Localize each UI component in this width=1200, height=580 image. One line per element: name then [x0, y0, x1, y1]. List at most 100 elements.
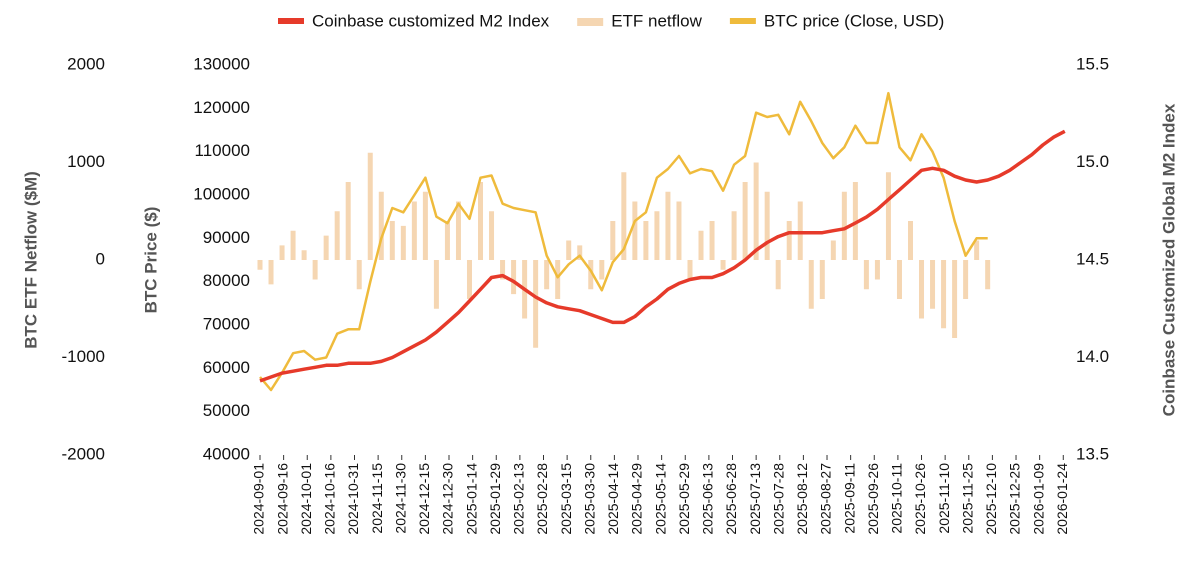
x-tick-label: 2025-11-25: [959, 463, 975, 534]
x-tick-label: 2025-01-14: [463, 463, 479, 535]
bar: [786, 221, 792, 260]
bar: [588, 260, 594, 290]
y-tick-label: -1000: [62, 347, 105, 366]
bar: [632, 201, 638, 260]
bar: [444, 221, 450, 260]
bar: [941, 260, 947, 329]
bar: [698, 230, 704, 260]
y3-tick-label: 14.0: [1076, 347, 1109, 366]
bar: [852, 182, 858, 260]
x-tick-label: 2025-12-25: [1007, 463, 1023, 535]
legend-label: Coinbase customized M2 Index: [312, 11, 550, 30]
bar: [819, 260, 825, 299]
bar: [808, 260, 814, 309]
bar: [863, 260, 869, 290]
bar: [676, 201, 682, 260]
bar: [687, 260, 693, 280]
x-tick-label: 2025-05-29: [676, 463, 692, 535]
y2-tick-label: 70000: [203, 314, 250, 333]
bar: [279, 245, 285, 260]
x-tick-label: 2025-10-26: [912, 463, 928, 535]
bar: [720, 260, 726, 270]
y2-tick-label: 120000: [193, 98, 250, 117]
x-tick-label: 2025-03-30: [581, 463, 597, 535]
y3-tick-label: 14.5: [1076, 249, 1109, 268]
bar: [797, 201, 803, 260]
bar: [378, 191, 384, 260]
x-tick-label: 2025-01-29: [487, 463, 503, 535]
bar: [334, 211, 340, 260]
y-tick-label: 1000: [67, 152, 105, 171]
x-tick-label: 2024-11-30: [392, 463, 408, 534]
legend-swatch: [577, 18, 604, 26]
x-tick-label: 2025-12-10: [983, 463, 999, 535]
bar: [422, 191, 428, 260]
y-axis-title: BTC ETF Netflow ($M): [21, 171, 40, 349]
y2-tick-label: 100000: [193, 184, 250, 203]
y3-tick-label: 13.5: [1076, 444, 1109, 463]
bar: [709, 221, 715, 260]
x-tick-label: 2024-10-31: [345, 463, 361, 535]
bar: [301, 250, 307, 260]
x-tick-label: 2025-09-26: [865, 463, 881, 535]
bar: [323, 235, 329, 260]
bar: [367, 152, 373, 260]
x-tick-label: 2025-07-13: [747, 463, 763, 535]
bar: [907, 221, 913, 260]
y-tick-label: 2000: [67, 54, 105, 73]
y2-tick-label: 40000: [203, 444, 250, 463]
y-tick-label: -2000: [62, 444, 105, 463]
bar: [345, 182, 351, 260]
bar: [268, 260, 274, 285]
bar: [753, 162, 759, 260]
bar: [775, 260, 781, 290]
y2-tick-label: 90000: [203, 228, 250, 247]
bar: [885, 172, 891, 260]
x-tick-label: 2025-10-11: [889, 463, 905, 534]
bar: [257, 260, 263, 270]
bar: [533, 260, 539, 348]
bar: [952, 260, 958, 338]
x-tick-label: 2024-09-16: [274, 463, 290, 535]
bar: [312, 260, 318, 280]
bar: [433, 260, 439, 309]
bar: [919, 260, 925, 319]
x-tick-label: 2026-01-24: [1054, 463, 1070, 535]
x-tick-label: 2025-07-28: [770, 463, 786, 535]
x-tick-label: 2024-12-15: [416, 463, 432, 535]
x-tick-label: 2024-10-01: [298, 463, 314, 535]
x-tick-label: 2025-05-14: [652, 463, 668, 535]
bar: [985, 260, 991, 290]
bar: [621, 172, 627, 260]
bar: [830, 240, 836, 260]
bar: [466, 260, 472, 299]
bar: [643, 221, 649, 260]
legend-swatch: [278, 18, 304, 24]
x-tick-label: 2025-11-10: [936, 463, 952, 534]
x-tick-label: 2025-04-29: [629, 463, 645, 535]
bar: [489, 211, 495, 260]
y3-tick-label: 15.0: [1076, 152, 1109, 171]
x-tick-label: 2025-06-28: [723, 463, 739, 535]
line: [259, 91, 988, 392]
bar: [544, 260, 550, 290]
bar: [963, 260, 969, 299]
bar: [511, 260, 517, 295]
y2-tick-label: 50000: [203, 401, 250, 420]
x-tick-label: 2025-09-11: [841, 463, 857, 534]
bar: [478, 182, 484, 260]
x-tick-label: 2025-02-28: [534, 463, 550, 535]
bar: [764, 191, 770, 260]
x-tick-label: 2024-09-01: [251, 463, 267, 535]
y2-tick-label: 80000: [203, 271, 250, 290]
bar: [974, 240, 980, 260]
x-tick-label: 2025-03-15: [558, 463, 574, 535]
bar: [566, 240, 572, 260]
bar: [290, 230, 296, 260]
bar: [665, 191, 671, 260]
bar: [610, 221, 616, 260]
bar: [896, 260, 902, 299]
y-tick-label: 0: [96, 249, 105, 268]
bar: [841, 191, 847, 260]
bar: [356, 260, 362, 290]
